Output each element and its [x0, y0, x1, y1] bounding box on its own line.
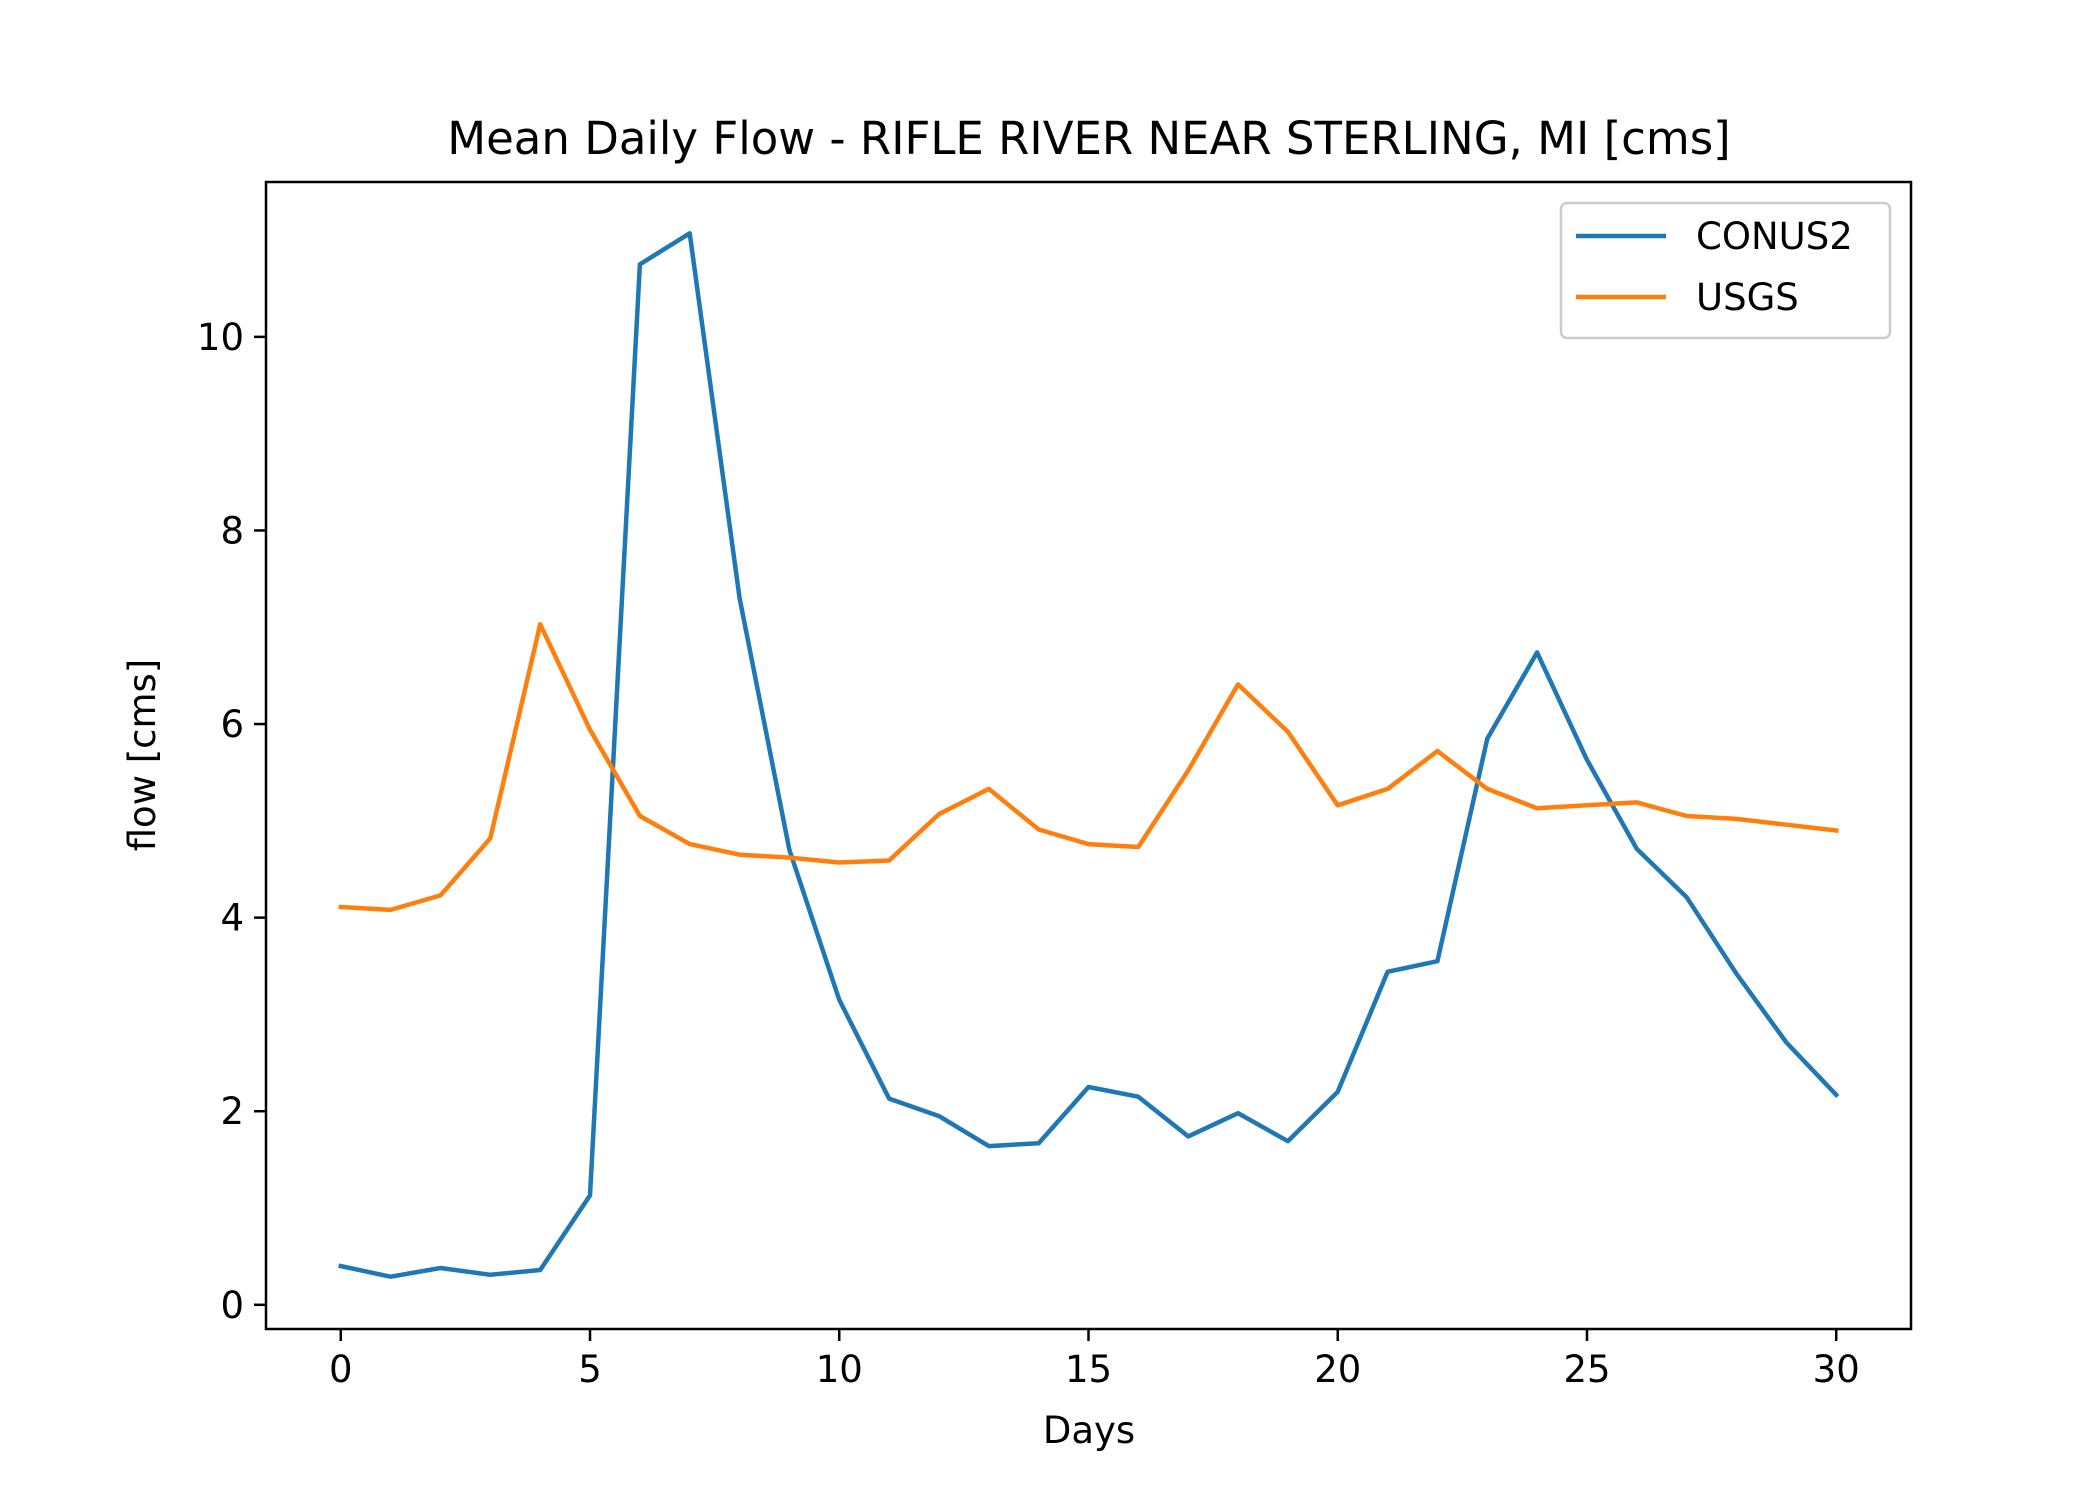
y-axis: 0 2 4 6 8 10 [197, 316, 266, 1327]
y-tick-label: 6 [220, 703, 244, 746]
legend-label-usgs: USGS [1696, 276, 1799, 319]
y-tick-label: 8 [220, 509, 244, 552]
x-tick-label: 5 [578, 1348, 602, 1391]
y-tick-label: 4 [220, 897, 244, 940]
x-tick-label: 10 [816, 1348, 863, 1391]
y-axis-label: flow [cms] [121, 659, 164, 852]
y-tick-label: 2 [220, 1090, 244, 1133]
legend-label-conus2: CONUS2 [1696, 215, 1853, 258]
y-tick-label: 10 [197, 316, 244, 359]
x-tick-label: 30 [1813, 1348, 1860, 1391]
x-axis-label: Days [1043, 1409, 1135, 1452]
x-tick-label: 20 [1314, 1348, 1361, 1391]
x-tick-label: 15 [1065, 1348, 1112, 1391]
x-axis: 0 5 10 15 20 25 30 [329, 1329, 1860, 1391]
series-layer [338, 231, 1840, 1279]
chart-title: Mean Daily Flow - RIFLE RIVER NEAR STERL… [447, 112, 1730, 165]
x-tick-label: 0 [329, 1348, 353, 1391]
x-tick-label: 25 [1563, 1348, 1610, 1391]
legend: CONUS2 USGS [1559, 201, 1892, 340]
y-tick-label: 0 [220, 1284, 244, 1327]
series-line-conus2 [338, 231, 1840, 1279]
series-line-usgs [338, 622, 1839, 913]
